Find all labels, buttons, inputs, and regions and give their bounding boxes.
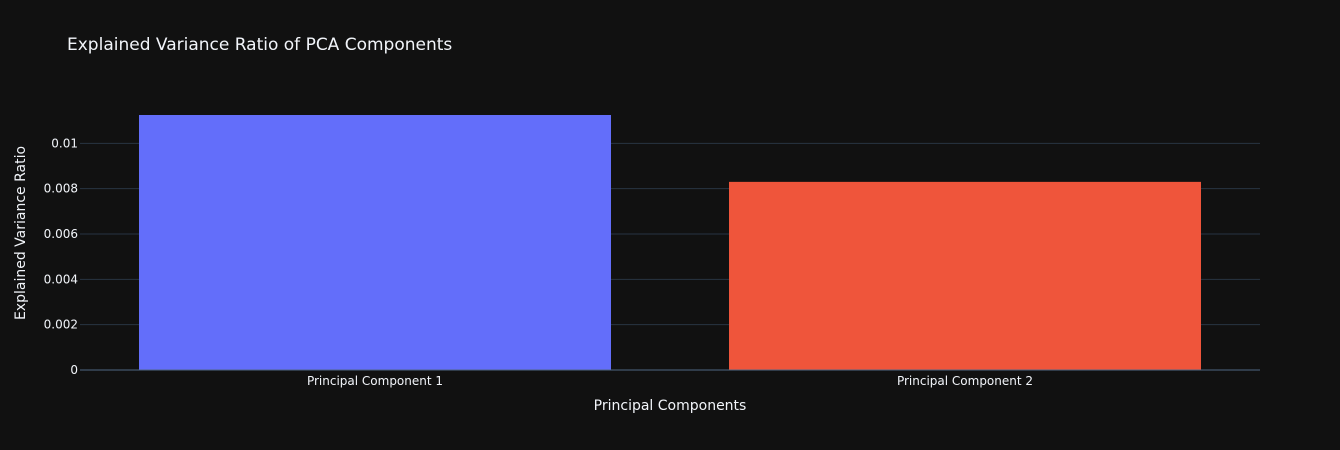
x-tick-label: Principal Component 2 (897, 374, 1033, 388)
bar-1[interactable] (139, 115, 611, 370)
y-tick-label: 0.002 (44, 318, 78, 332)
x-axis-ticks: Principal Component 1 Principal Component… (307, 374, 1033, 388)
y-tick-label: 0.01 (51, 136, 78, 150)
bar-2[interactable] (729, 181, 1201, 370)
y-axis-ticks: 0 0.002 0.004 0.006 0.008 0.01 (44, 136, 78, 377)
x-axis-title: Principal Components (594, 398, 747, 414)
y-tick-label: 0 (70, 363, 78, 377)
x-tick-label: Principal Component 1 (307, 374, 443, 388)
y-tick-label: 0.008 (44, 182, 78, 196)
y-tick-label: 0.004 (44, 272, 78, 286)
bar-layer (139, 115, 1201, 370)
chart-title: Explained Variance Ratio of PCA Componen… (67, 35, 452, 55)
y-axis-title: Explained Variance Ratio (13, 146, 29, 320)
y-tick-label: 0.006 (44, 227, 78, 241)
